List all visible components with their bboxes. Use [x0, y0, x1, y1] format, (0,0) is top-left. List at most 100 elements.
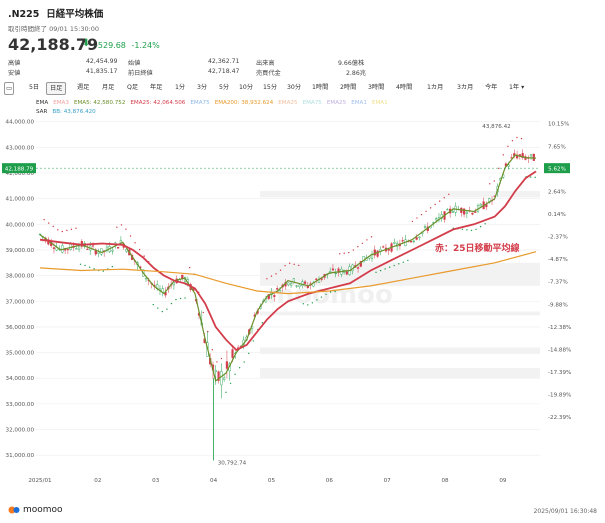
change-value: -529.68: [95, 41, 126, 50]
low-label: 30,792.74: [218, 461, 247, 467]
tab-3h[interactable]: 3時間: [368, 84, 385, 91]
legend-item[interactable]: SAR: [36, 109, 48, 115]
tab-5d[interactable]: 5日: [29, 84, 40, 91]
layout-icon[interactable]: ▭: [4, 82, 14, 95]
indicator-legend-ema: EMA EMA3 EMA5: 42,580.752 EMA25: 42,064.506…: [36, 100, 393, 106]
legend-item[interactable]: EMA25: 42,064.506: [130, 100, 186, 106]
tab-1y[interactable]: 1年 ▾: [506, 82, 527, 93]
tab-30min[interactable]: 30分: [287, 84, 302, 91]
sar-dot: [307, 304, 309, 306]
index-name: 日経平均株価: [46, 9, 104, 20]
legend-item[interactable]: EMA3: [53, 100, 69, 106]
legend-item[interactable]: EMA5: 42,580.752: [73, 100, 126, 106]
legend-item[interactable]: EMA25: [326, 100, 347, 106]
stats-panel: 高値 42,454.99 始値 42,362.71 出来高 9.66億株 安値 …: [8, 58, 388, 78]
sar-dot: [229, 382, 232, 384]
candle-body: [66, 249, 69, 251]
sar-dot: [134, 242, 136, 244]
candle-body: [231, 349, 234, 358]
candle-body: [320, 278, 323, 280]
y-tick-left: 37,000.00: [6, 299, 35, 305]
sar-dot: [261, 322, 264, 324]
sar-dot: [325, 293, 327, 296]
chevron-down-icon: ▾: [521, 84, 525, 91]
legend-item[interactable]: EMA1: [351, 100, 367, 106]
tab-3m[interactable]: 3カ月: [457, 84, 474, 91]
candle-body: [331, 268, 335, 271]
candle-body: [290, 283, 293, 286]
moomoo-logo-icon: [8, 506, 20, 513]
tab-2h[interactable]: 2時間: [340, 84, 357, 91]
candle-body: [97, 251, 100, 254]
price-tag: 42,188.79: [5, 167, 34, 173]
sar-dot: [475, 228, 477, 231]
sar-dot: [252, 340, 254, 342]
legend-item[interactable]: EMA75: [302, 100, 322, 106]
tab-1min[interactable]: 1分: [175, 84, 186, 91]
stat-value: 2.86兆: [346, 70, 366, 77]
tab-15min[interactable]: 15分: [263, 84, 278, 91]
legend-item[interactable]: EMA75: [190, 100, 210, 106]
candlestick-chart[interactable]: 44,000.00 43,000.00 42,000.00 41,000.00 40,0…: [0, 108, 605, 498]
tab-yearly[interactable]: 年足: [150, 84, 163, 91]
sar-dot: [366, 239, 368, 241]
sar-dot: [429, 207, 432, 209]
tab-ytd[interactable]: 今年: [485, 84, 498, 91]
candle-body: [144, 277, 148, 280]
candle-body: [276, 288, 279, 290]
header: .N225 日経平均株価: [8, 6, 103, 20]
sar-dot: [461, 228, 464, 230]
candle-body: [451, 211, 455, 213]
sar-dot: [234, 373, 236, 375]
sar-dot: [116, 226, 118, 228]
candle-body: [387, 249, 390, 251]
tab-5min[interactable]: 5分: [219, 84, 230, 91]
tab-monthly[interactable]: 月足: [102, 84, 115, 91]
sar-dot: [375, 271, 377, 274]
x-tick: 07: [384, 478, 392, 484]
sar-dot: [393, 264, 395, 267]
legend-item[interactable]: BB: 43,876.420: [52, 109, 96, 115]
sar-dot: [520, 137, 523, 140]
legend-item[interactable]: EMA: [36, 100, 49, 106]
sar-dot: [166, 308, 168, 310]
legend-item[interactable]: EMA25: [278, 100, 298, 106]
tab-daily[interactable]: 日足: [46, 82, 67, 95]
tab-3min[interactable]: 3分: [197, 84, 208, 91]
candle-body: [223, 377, 226, 380]
sar-dot: [184, 297, 186, 299]
y-tick-left: 42,000.00: [6, 171, 35, 177]
stat-value: 9.66億株: [338, 60, 365, 67]
candle-body: [393, 242, 396, 244]
tab-quarterly[interactable]: Q足: [127, 84, 139, 91]
stat-value: 41,835.17: [86, 68, 118, 75]
legend-item[interactable]: EMA1: [371, 100, 388, 106]
y-tick-left: 36,000.00: [6, 325, 35, 331]
tab-weekly[interactable]: 週足: [77, 84, 90, 91]
sar-dot: [334, 290, 336, 293]
sar-dot: [220, 357, 223, 360]
y-tick-right: -14.88%: [548, 347, 571, 353]
x-tick: 05: [268, 478, 276, 484]
pct-tag: 5.62%: [548, 167, 566, 173]
legend-item[interactable]: EMA200: 38,932.624: [214, 100, 274, 106]
tab-1m[interactable]: 1カ月: [427, 84, 444, 91]
stats-row: 安値 41,835.17 前日終値 42,718.47 売買代金 2.86兆: [8, 68, 388, 78]
stat-label: 安値: [8, 70, 21, 77]
candle-body: [521, 153, 524, 158]
sar-dot: [66, 229, 68, 232]
sar-dot: [434, 203, 436, 206]
price-change: -529.68 -1.24%: [95, 41, 160, 50]
sar-dot: [79, 263, 82, 265]
candle-body: [273, 295, 276, 297]
tab-10min[interactable]: 10分: [239, 84, 254, 91]
tab-1h[interactable]: 1時間: [312, 84, 329, 91]
sar-dot: [466, 229, 468, 231]
tab-4h[interactable]: 4時間: [396, 84, 413, 91]
sar-dot: [352, 249, 355, 251]
sar-dot: [293, 263, 295, 266]
y-tick-left: 44,000.00: [6, 120, 35, 126]
stat-label: 出来高: [256, 60, 275, 67]
sar-dot: [61, 230, 64, 233]
stat-value: 42,454.99: [86, 58, 118, 65]
